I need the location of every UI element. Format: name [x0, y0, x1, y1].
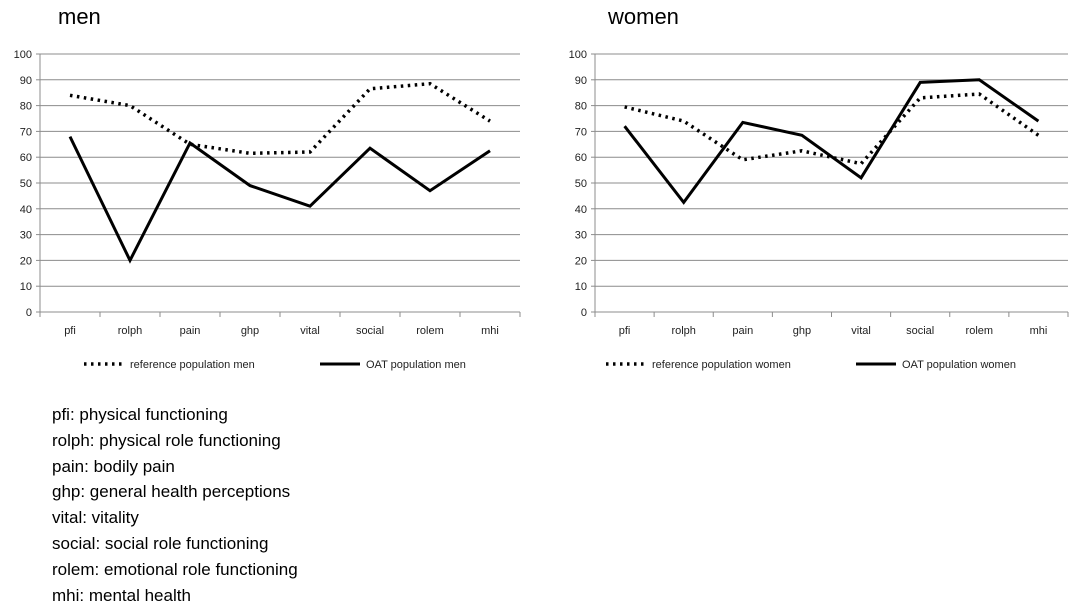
glossary-item-rolph: rolph: physical role functioning — [52, 430, 281, 450]
x-tick-label-rolph: rolph — [118, 325, 142, 337]
y-tick-label: 60 — [575, 152, 587, 164]
line-chart-men: 0 10 20 30 40 50 60 70 80 90 100 pfi rolph pain ghp vit… — [14, 49, 521, 371]
y-tick-label: 0 — [581, 307, 587, 319]
glossary-item-vital: vital: vitality — [52, 508, 139, 528]
abbreviation-glossary: pfi: physical functioning rolph: physica… — [52, 402, 298, 608]
legend-label-oat: OAT population women — [902, 359, 1016, 371]
chart-title-women: women — [608, 4, 679, 29]
y-tick-label: 20 — [575, 255, 587, 267]
y-tick-label: 80 — [20, 101, 32, 113]
y-tick-label: 90 — [575, 75, 587, 87]
series-line-oat — [68, 135, 491, 264]
legend-label-reference: reference population women — [652, 359, 791, 371]
series-line-reference — [624, 92, 1040, 166]
x-tick-label-pfi: pfi — [64, 325, 76, 337]
y-tick-label: 90 — [20, 75, 32, 87]
x-tick-label-ghp: ghp — [793, 325, 811, 337]
x-tick-label-mhi: mhi — [481, 325, 499, 337]
legend-label-reference: reference population men — [130, 359, 255, 371]
y-tick-label: 0 — [26, 307, 32, 319]
glossary-item-rolem: rolem: emotional role functioning — [52, 559, 298, 579]
x-tick-label-pfi: pfi — [619, 325, 631, 337]
x-tick-label-rolem: rolem — [416, 325, 444, 337]
y-tick-label: 50 — [575, 178, 587, 190]
chart-title-men: men — [58, 4, 101, 29]
x-tick-label-pain: pain — [180, 325, 201, 337]
y-tick-label: 20 — [20, 255, 32, 267]
y-tick-label: 40 — [20, 204, 32, 216]
y-tick-label: 70 — [20, 126, 32, 138]
x-tick-label-rolem: rolem — [966, 325, 994, 337]
x-tick-label-ghp: ghp — [241, 325, 259, 337]
glossary-item-ghp: ghp: general health perceptions — [52, 482, 291, 502]
series-line-oat — [623, 78, 1040, 205]
y-tick-label: 10 — [20, 281, 32, 293]
y-tick-label: 80 — [575, 101, 587, 113]
y-tick-label: 100 — [14, 49, 32, 61]
y-tick-label: 30 — [575, 230, 587, 242]
glossary-item-pain: pain: bodily pain — [52, 456, 175, 476]
y-tick-label: 40 — [575, 204, 587, 216]
x-tick-label-social: social — [906, 325, 934, 337]
x-tick-label-rolph: rolph — [671, 325, 695, 337]
y-tick-label: 10 — [575, 281, 587, 293]
x-tick-label-social: social — [356, 325, 384, 337]
line-chart-women: 0 10 20 30 40 50 60 70 80 90 100 pfi rolph pain ghp vit… — [569, 49, 1069, 371]
y-tick-label: 100 — [569, 49, 587, 61]
y-tick-label: 60 — [20, 152, 32, 164]
legend-label-oat: OAT population men — [366, 359, 466, 371]
glossary-item-social: social: social role functioning — [52, 533, 269, 553]
x-tick-label-vital: vital — [300, 325, 320, 337]
x-tick-label-mhi: mhi — [1030, 325, 1048, 337]
x-tick-label-vital: vital — [851, 325, 871, 337]
x-tick-label-pain: pain — [732, 325, 753, 337]
y-tick-label: 70 — [575, 126, 587, 138]
series-line-reference — [69, 81, 491, 156]
glossary-item-pfi: pfi: physical functioning — [52, 405, 228, 424]
glossary-item-mhi: mhi: mental health — [52, 585, 191, 605]
y-tick-label: 30 — [20, 230, 32, 242]
y-tick-label: 50 — [20, 178, 32, 190]
